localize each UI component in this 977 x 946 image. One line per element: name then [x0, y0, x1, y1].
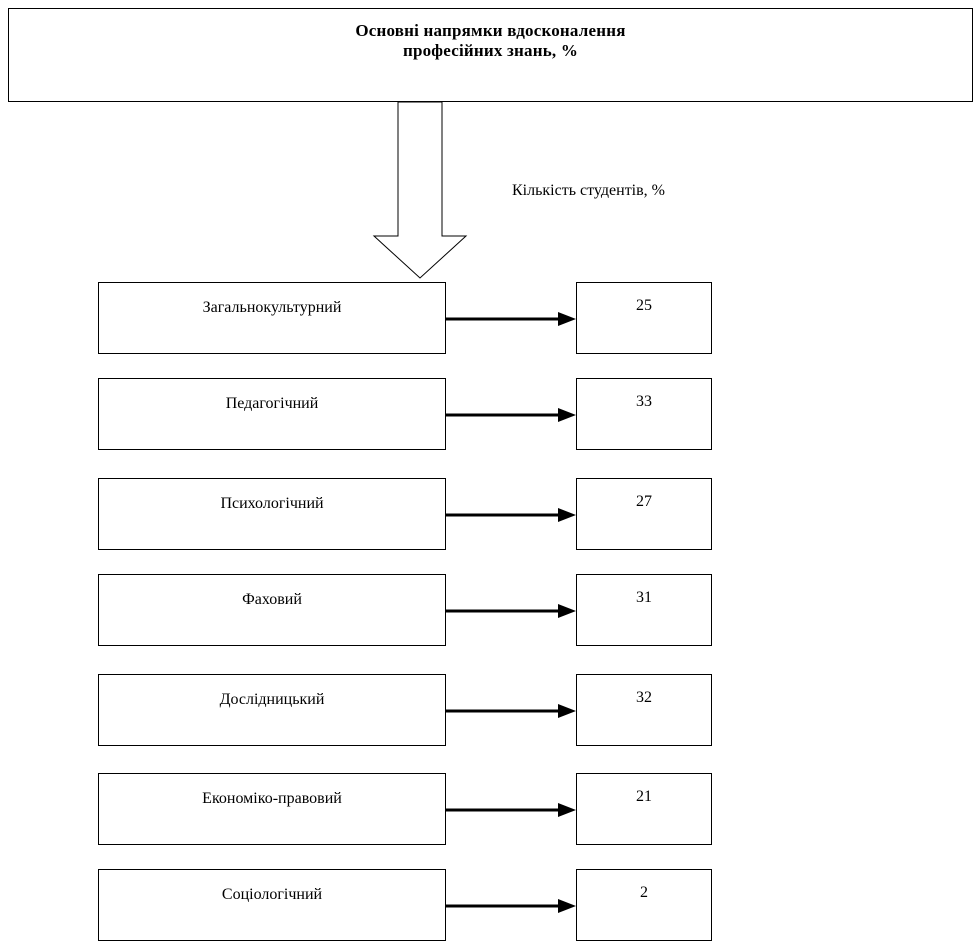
category-box: Загальнокультурний: [98, 282, 446, 354]
value-box: 2: [576, 869, 712, 941]
value-column-label: Кількість студентів, %: [512, 182, 666, 199]
value-label: 27: [636, 493, 652, 510]
arrowhead-icon: [558, 899, 576, 913]
value-box: 32: [576, 674, 712, 746]
category-box: Фаховий: [98, 574, 446, 646]
category-box: Дослідницький: [98, 674, 446, 746]
diagram-title-line-2: професійних знань, %: [402, 41, 579, 60]
category-label: Загальнокультурний: [202, 299, 342, 316]
diagram-title-line-1: Основні напрямки вдосконалення: [355, 21, 626, 40]
down-arrow-icon: [372, 101, 468, 279]
value-box: 31: [576, 574, 712, 646]
category-box: Соціологічний: [98, 869, 446, 941]
value-label: 31: [636, 589, 652, 606]
category-label: Соціологічний: [221, 886, 323, 903]
arrowhead-icon: [558, 312, 576, 326]
category-label: Педагогічний: [225, 395, 319, 412]
category-box: Педагогічний: [98, 378, 446, 450]
value-label: 2: [640, 884, 648, 901]
arrowhead-icon: [558, 803, 576, 817]
connector-arrows: [446, 312, 576, 913]
arrowhead-icon: [558, 604, 576, 618]
value-box: 25: [576, 282, 712, 354]
category-label: Психологічний: [220, 495, 324, 512]
value-box: 21: [576, 773, 712, 845]
category-box: Психологічний: [98, 478, 446, 550]
diagram-title-box: Основні напрямки вдосконалення професійн…: [8, 8, 973, 102]
category-box: Економіко-правовий: [98, 773, 446, 845]
value-label: 21: [636, 788, 652, 805]
category-label: Економіко-правовий: [202, 790, 342, 807]
value-box: 27: [576, 478, 712, 550]
value-label: 33: [636, 393, 652, 410]
value-box: 33: [576, 378, 712, 450]
arrowhead-icon: [558, 408, 576, 422]
arrowhead-icon: [558, 704, 576, 718]
category-label: Фаховий: [242, 591, 302, 608]
value-label: 32: [636, 689, 652, 706]
value-label: 25: [636, 297, 652, 314]
category-label: Дослідницький: [219, 691, 325, 708]
arrowhead-icon: [558, 508, 576, 522]
